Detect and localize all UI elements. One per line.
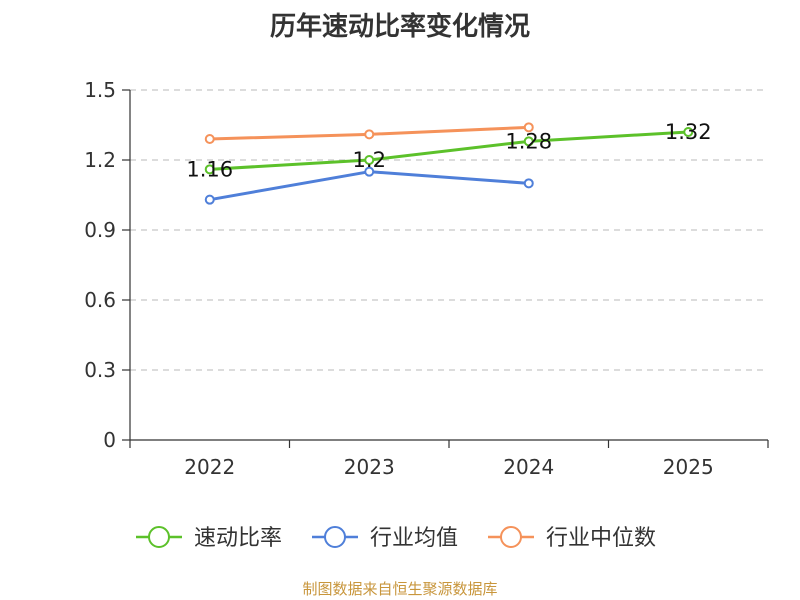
data-point[interactable] [364,166,375,177]
data-point[interactable] [204,134,215,144]
legend-item[interactable]: 行业中位数 [488,526,656,551]
data-label: 1.16 [186,157,233,181]
y-tick-label: 0 [103,428,116,452]
series-2 [204,122,534,144]
source-note: 制图数据来自恒生聚源数据库 [302,580,498,598]
data-point[interactable] [523,122,534,133]
legend[interactable]: 速动比率 行业均值 行业中位数 [136,526,656,551]
y-tick-label: 0.9 [84,218,116,242]
data-labels: 1.16 1.2 1.28 1.32 [186,120,711,181]
chart-title: 历年速动比率变化情况 [269,12,530,42]
data-point[interactable] [523,178,534,189]
legend-marker [148,526,170,548]
data-point[interactable] [523,136,534,147]
series-line [209,130,689,171]
data-label: 1.28 [505,129,552,153]
x-tick-label: 2025 [663,455,714,479]
series-0 [204,127,694,175]
x-tick-label: 2022 [184,455,235,479]
axes: 0 0.3 0.6 0.9 1.2 1.5 2022 2023 2024 2025 [84,78,769,479]
grid-lines [130,89,768,371]
x-tick-label: 2023 [344,455,395,479]
data-point[interactable] [364,155,375,165]
y-tick-label: 0.3 [84,358,116,382]
legend-marker [500,526,522,548]
y-tick-label: 1.2 [84,148,116,172]
series [204,122,694,205]
data-point[interactable] [204,194,215,205]
y-tick-label: 0.6 [84,288,116,312]
legend-item[interactable]: 行业均值 [312,526,458,551]
data-point[interactable] [364,129,375,140]
x-tick-label: 2024 [503,455,554,479]
legend-marker [324,526,346,548]
data-label: 1.2 [353,148,386,172]
data-point[interactable] [204,164,215,175]
y-tick-label: 1.5 [84,78,116,102]
series-1 [204,166,534,205]
legend-label: 速动比率 [194,526,282,551]
data-point[interactable] [683,127,694,137]
data-label: 1.32 [665,120,712,144]
legend-label: 行业均值 [370,526,458,551]
legend-label: 行业中位数 [546,526,656,551]
legend-item[interactable]: 速动比率 [136,526,282,551]
